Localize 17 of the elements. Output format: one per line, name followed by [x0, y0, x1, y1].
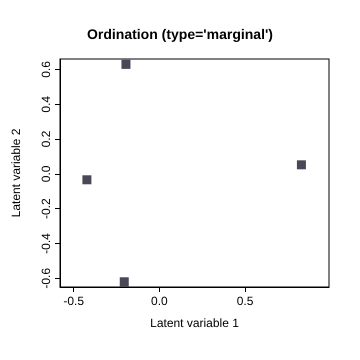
y-tick-label: 0.0	[39, 165, 53, 182]
y-tick-label: -0.2	[39, 198, 53, 220]
chart-title: Ordination (type='marginal')	[87, 26, 273, 42]
point	[82, 175, 92, 184]
point	[296, 160, 306, 170]
y-tick-label: 0.2	[39, 130, 53, 148]
x-tick-label: -0.5	[63, 294, 84, 308]
y-axis-title: Latent variable 2	[9, 128, 23, 218]
y-tick-label: 0.6	[39, 60, 53, 78]
x-axis-title: Latent variable 1	[150, 316, 240, 330]
y-tick-label: -0.6	[39, 268, 53, 289]
point	[121, 60, 130, 69]
y-tick-label: -0.4	[39, 232, 53, 254]
x-tick-label: 0.0	[151, 294, 168, 308]
x-tick-label: 0.5	[236, 294, 254, 308]
point	[120, 277, 129, 286]
y-tick-label: 0.4	[39, 96, 53, 113]
